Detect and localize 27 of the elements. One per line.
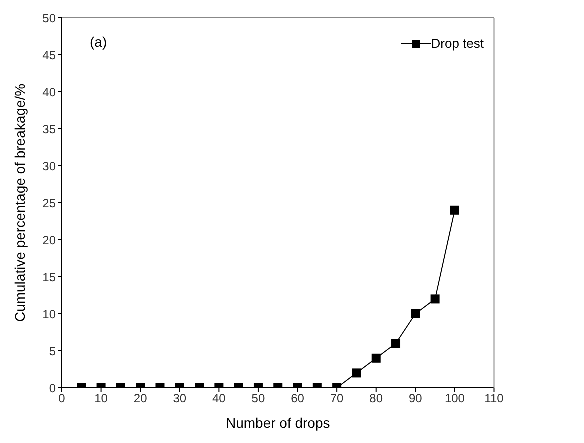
x-tick-label: 110	[484, 392, 504, 406]
x-tick-label: 90	[408, 392, 423, 406]
x-tick-label: 40	[212, 392, 226, 406]
y-tick-label: 10	[42, 307, 56, 322]
y-tick-label: 45	[42, 48, 56, 62]
legend-label: Drop test	[431, 36, 484, 51]
y-tick-label: 0	[49, 381, 56, 396]
x-tick-label: 20	[134, 392, 148, 406]
x-tick-label: 50	[252, 392, 266, 406]
annotation: (a)	[90, 34, 108, 50]
x-tick-label: 80	[370, 392, 384, 406]
y-tick-label: 50	[42, 11, 56, 26]
x-tick-label: 10	[94, 392, 108, 406]
y-tick-label: 5	[49, 344, 56, 358]
y-tick-label: 15	[42, 270, 56, 284]
y-tick-label: 20	[42, 233, 56, 248]
y-tick-label: 25	[42, 196, 56, 210]
x-tick-label: 60	[291, 392, 305, 406]
x-tick-label: 70	[330, 392, 344, 406]
y-tick-label: 30	[42, 159, 56, 174]
x-axis-title: Number of drops	[226, 415, 330, 431]
y-tick-label: 35	[42, 122, 56, 136]
x-tick-label: 30	[173, 392, 187, 406]
x-tick-label: 100	[444, 392, 466, 406]
x-tick-label: 0	[58, 392, 66, 406]
y-axis-title: Cumulative percentage of breakage/%	[12, 84, 28, 322]
y-tick-label: 40	[42, 85, 56, 100]
